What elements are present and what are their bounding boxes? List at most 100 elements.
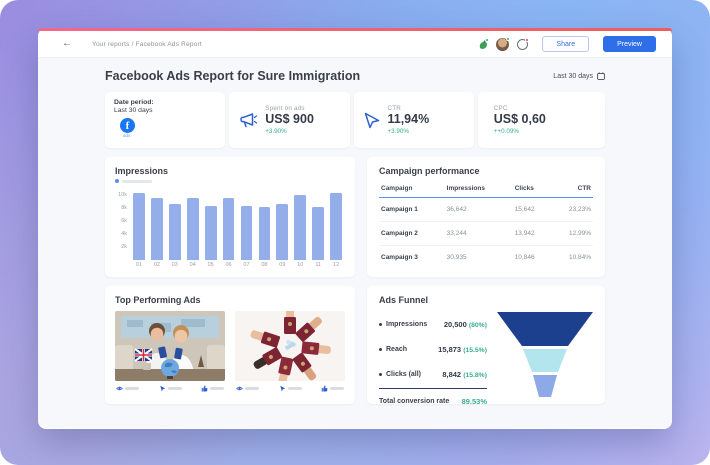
ad-thumbnail-1 — [115, 311, 225, 392]
legend-placeholder — [122, 179, 152, 183]
x-tick-label: 07 — [243, 262, 250, 268]
online-dot — [485, 37, 490, 42]
impressions-bar — [222, 198, 235, 260]
x-tick-label: 09 — [279, 262, 286, 268]
notification-badge — [525, 37, 530, 42]
impressions-bar — [133, 192, 145, 260]
cursor-icon — [364, 112, 379, 128]
clicks-icon — [279, 385, 285, 392]
x-tick-label: 06 — [225, 262, 232, 268]
impressions-bar — [258, 206, 271, 260]
toolbar: ← Your reports / Facebook Ads Report — [38, 28, 672, 58]
kpi-date-period-value: Last 30 days — [114, 107, 153, 114]
funnel-stage-label: Impressions — [379, 321, 427, 328]
bullet-dot — [379, 348, 382, 351]
funnel-stage-label: Reach — [379, 346, 407, 353]
megaphone-icon — [240, 112, 258, 127]
stat-placeholder — [125, 387, 139, 390]
x-tick-label: 12 — [333, 262, 340, 268]
ad-stat-clicks — [159, 385, 182, 392]
ad-1-stats — [115, 385, 225, 392]
calendar-icon — [597, 72, 605, 80]
cell-value: 23,23% — [551, 197, 593, 222]
cell-value: 12,99% — [551, 221, 593, 246]
cell-value: 15,642 — [512, 197, 552, 222]
page-title: Facebook Ads Report for Sure Immigration — [105, 69, 361, 83]
date-range-picker[interactable]: Last 30 days — [553, 72, 605, 80]
funnel-stage-value: 15,873 (15.5%) — [438, 345, 487, 354]
preview-button[interactable]: Preview — [603, 36, 656, 52]
ad-stat-likes — [321, 385, 344, 392]
ad-stat-likes — [201, 385, 224, 392]
campaign-table-body: Campaign 1 36,642 15,642 23,23% Campaign 2 33… — [379, 197, 593, 270]
impressions-bar — [204, 205, 217, 260]
y-tick-label: 8k — [121, 204, 127, 211]
impressions-bar — [276, 204, 289, 260]
impressions-bar — [186, 198, 199, 260]
impressions-bar — [240, 206, 253, 260]
clicks-icon — [159, 385, 165, 392]
cell-value: 10,846 — [514, 254, 535, 261]
back-arrow-icon[interactable]: ← — [62, 38, 72, 49]
kpi-ctr-change: +3.90% — [387, 127, 410, 135]
impressions-bar — [168, 204, 181, 260]
cell-value: 30,935 — [446, 254, 467, 261]
y-tick-label: 4k — [121, 230, 127, 237]
funnel-segment-impressions — [497, 312, 593, 346]
green-status-icon[interactable] — [478, 37, 490, 50]
bar-column-09 — [273, 188, 291, 260]
ad-image-couple-uk-flag — [115, 311, 225, 381]
avatar[interactable] — [496, 36, 511, 51]
funnel-stage-percent: (80%) — [468, 322, 487, 329]
kpi-cpc-label: CPC — [493, 105, 508, 113]
impressions-bar — [330, 192, 343, 260]
avatar-online-dot — [506, 36, 511, 41]
funnel-stage-label: Clicks (all) — [379, 371, 421, 378]
ads-funnel-card: Ads Funnel Impressions 20,500 (80%) Reach 1… — [367, 286, 605, 406]
column-header: CTR — [551, 181, 593, 198]
likes-icon — [201, 385, 208, 392]
kpi-spent-change: +3.90% — [265, 127, 287, 135]
toolbar-right: Share Preview — [478, 36, 656, 52]
likes-icon — [321, 385, 328, 392]
impressions-xaxis: 01 02 03 04 05 06 07 08 09 10 11 12 — [130, 262, 345, 268]
window-top-stripe — [38, 28, 672, 31]
share-button[interactable]: Share — [542, 36, 590, 52]
kpi-date-period: Date period: Last 30 days f ads — [105, 92, 226, 148]
cell-value: 10,84% — [568, 254, 591, 261]
ad-thumbnail-2 — [235, 311, 345, 392]
total-conversion-label: Total conversion rate — [379, 398, 450, 405]
chart-legend — [115, 179, 345, 183]
funnel-stage-row: Reach 15,873 (15.5%) — [379, 337, 487, 362]
x-tick-label: 05 — [207, 262, 214, 268]
funnel-chart — [497, 312, 593, 397]
funnel-total-row: Total conversion rate 89.53% — [379, 397, 487, 406]
impressions-yaxis: 10k 8k 6k 4k 2k — [115, 188, 130, 260]
impressions-chart-title: Impressions — [115, 166, 169, 176]
impressions-bar — [312, 206, 325, 260]
impressions-chart-card: Impressions 10k 8k 6k 4k 2k 01 02 03 04 05 06 07 08… — [105, 157, 355, 277]
stat-placeholder — [167, 387, 182, 390]
funnel-stage-row: Impressions 20,500 (80%) — [379, 312, 487, 337]
funnel-divider — [379, 388, 487, 389]
cell-value: 33,244 — [444, 221, 513, 246]
kpi-spent-label: Spent on ads — [265, 105, 305, 113]
ad-stat-views — [116, 385, 139, 392]
cell-value: 13,942 — [512, 221, 552, 246]
table-row: Campaign 1 36,642 15,642 23,23% — [379, 197, 593, 222]
ad-2-stats — [235, 385, 345, 392]
kpi-row: Date period: Last 30 days f ads Spent on… — [105, 92, 605, 148]
notifications-icon[interactable] — [517, 37, 530, 50]
bar-column-11 — [309, 188, 327, 260]
bar-column-10 — [291, 188, 309, 260]
top-ads-title: Top Performing Ads — [115, 295, 201, 305]
campaign-performance-card: Campaign performance Campaign Impressions… — [367, 157, 605, 277]
views-icon — [116, 386, 123, 391]
breadcrumb[interactable]: Your reports / Facebook Ads Report — [92, 40, 202, 48]
campaign-table-head-row: Campaign Impressions Clicks CTR — [379, 181, 593, 198]
bar-column-06 — [220, 188, 238, 260]
x-tick-label: 08 — [261, 262, 268, 268]
kpi-ctr-value: 11,94% — [387, 112, 430, 127]
